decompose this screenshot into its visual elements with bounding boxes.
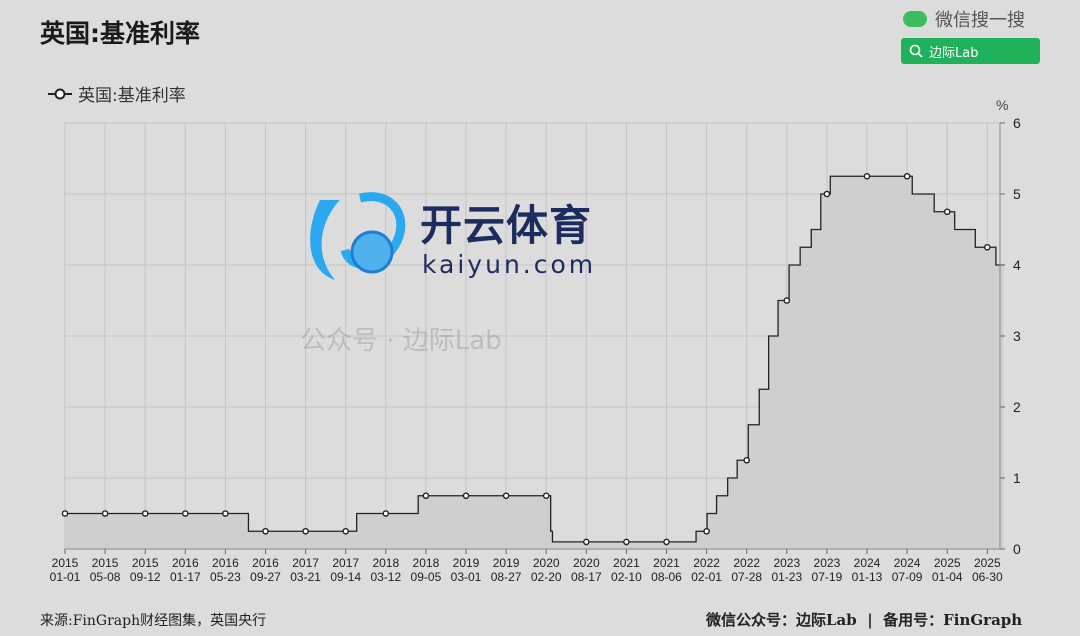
x-tick-label-year: 2017 [332, 556, 359, 570]
data-point [502, 492, 510, 500]
y-tick-label: 3 [1013, 328, 1021, 344]
watermark-cn: 开云体育 [420, 201, 593, 250]
data-point [462, 492, 470, 500]
data-point [663, 538, 670, 546]
x-tick-label-date: 08-27 [491, 570, 522, 584]
x-tick-label-date: 07-28 [731, 570, 762, 584]
data-point [863, 172, 871, 180]
y-tick-label: 1 [1013, 470, 1021, 486]
x-tick-label-year: 2021 [653, 556, 680, 570]
x-tick-label-year: 2022 [733, 556, 760, 570]
data-point [382, 510, 390, 517]
x-tick-label-year: 2015 [52, 556, 79, 570]
x-tick-label-year: 2017 [292, 556, 319, 570]
x-tick-label-date: 01-17 [170, 570, 201, 584]
x-tick-label-date: 09-14 [330, 570, 361, 584]
data-point [583, 538, 590, 546]
y-tick-label: 4 [1013, 257, 1021, 273]
x-tick-label-date: 07-19 [812, 570, 843, 584]
data-point [141, 510, 149, 517]
data-point [181, 510, 189, 517]
wechat-search-label: 微信搜一搜 [903, 6, 1025, 32]
x-tick-label-date: 02-10 [611, 570, 642, 584]
series-area [65, 176, 1004, 549]
data-point [222, 510, 229, 517]
x-tick-label-year: 2019 [453, 556, 480, 570]
data-point [823, 190, 831, 198]
x-tick-label-date: 03-01 [451, 570, 482, 584]
data-point [302, 527, 309, 535]
data-point [943, 208, 951, 216]
wechat-search-button[interactable]: 边际Lab [901, 38, 1040, 64]
x-tick-label-date: 07-09 [892, 570, 923, 584]
x-tick-label-date: 01-04 [932, 570, 963, 584]
x-tick-label-year: 2020 [533, 556, 560, 570]
y-tick-label: 5 [1013, 186, 1021, 202]
x-tick-label-date: 01-01 [50, 570, 81, 584]
x-tick-label-year: 2016 [252, 556, 279, 570]
x-tick-label-year: 2024 [894, 556, 921, 570]
y-tick-label: 2 [1013, 399, 1021, 415]
chart-legend: 英国:基准利率 [48, 81, 186, 106]
x-tick-label-year: 2019 [493, 556, 520, 570]
y-tick-label: 0 [1013, 541, 1021, 557]
watermark-faint: 公众号 · 边际Lab [300, 326, 502, 356]
x-tick-label-date: 08-06 [651, 570, 682, 584]
data-point [542, 492, 550, 500]
data-point [422, 492, 430, 500]
x-tick-label-date: 02-20 [531, 570, 562, 584]
x-tick-label-date: 05-08 [90, 570, 121, 584]
watermark-en: kaiyun.com [422, 250, 597, 279]
x-tick-label-date: 06-30 [972, 570, 1003, 584]
x-tick-label-year: 2025 [974, 556, 1001, 570]
page-title: 英国:基准利率 [40, 19, 200, 48]
data-point [743, 456, 751, 464]
x-tick-label-date: 09-27 [250, 570, 281, 584]
x-tick-label-year: 2015 [132, 556, 159, 570]
wechat-label: 微信搜一搜 [935, 10, 1025, 31]
x-tick-label-date: 09-05 [411, 570, 442, 584]
legend-marker-icon [48, 88, 72, 99]
legend-label: 英国:基准利率 [78, 86, 186, 106]
data-point [703, 527, 710, 535]
search-text: 边际Lab [929, 45, 979, 61]
series-line [65, 175, 1004, 543]
y-tick-label: 6 [1013, 115, 1021, 131]
x-tick-label-year: 2015 [92, 556, 119, 570]
data-point [984, 243, 991, 251]
x-tick-label-date: 09-12 [130, 570, 161, 584]
x-tick-label-date: 01-23 [771, 570, 802, 584]
data-point [783, 297, 791, 304]
footer-credit: 微信公众号：边际Lab | 备用号：FinGraph [706, 611, 1023, 629]
x-tick-label-date: 05-23 [210, 570, 241, 584]
data-point [101, 510, 109, 517]
x-tick-label-year: 2022 [693, 556, 720, 570]
x-tick-label-date: 01-13 [852, 570, 883, 584]
data-point [342, 527, 350, 535]
x-tick-label-year: 2020 [573, 556, 600, 570]
x-tick-label-year: 2018 [372, 556, 399, 570]
data-point [623, 538, 630, 546]
x-tick-label-year: 2016 [212, 556, 239, 570]
wechat-icon [903, 11, 927, 27]
y-unit-label: % [996, 97, 1008, 113]
x-tick-label-date: 03-12 [370, 570, 401, 584]
source-note: 来源:FinGraph财经图集，英国央行 [40, 613, 267, 629]
data-point [61, 510, 69, 517]
data-point [262, 527, 269, 535]
x-tick-label-date: 02-01 [691, 570, 722, 584]
x-tick-label-year: 2025 [934, 556, 961, 570]
x-tick-label-year: 2023 [773, 556, 800, 570]
x-tick-label-year: 2023 [814, 556, 841, 570]
x-tick-label-year: 2021 [613, 556, 640, 570]
x-tick-label-year: 2018 [413, 556, 440, 570]
search-icon [909, 44, 923, 58]
data-point [903, 172, 911, 180]
x-tick-label-date: 03-21 [290, 570, 321, 584]
x-tick-label-year: 2024 [854, 556, 881, 570]
x-tick-label-year: 2016 [172, 556, 199, 570]
x-tick-label-date: 08-17 [571, 570, 602, 584]
